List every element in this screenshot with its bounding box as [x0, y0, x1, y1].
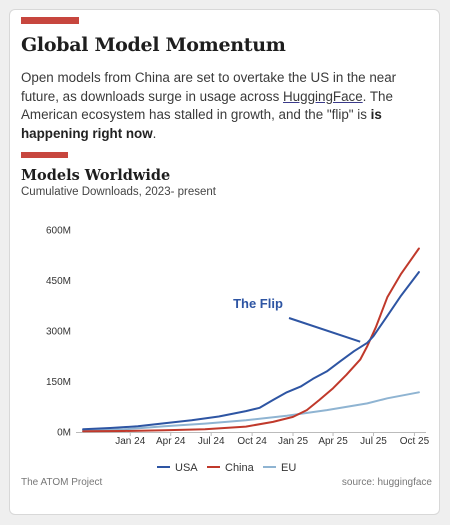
- y-tick-label: 150M: [46, 377, 71, 388]
- y-tick-label: 0M: [57, 428, 71, 439]
- x-tick-label: Oct 25: [400, 436, 430, 447]
- description-text-2: . The American ecosystem has stalled in …: [21, 88, 393, 123]
- x-tick-label: Oct 24: [237, 436, 267, 447]
- y-tick-label: 450M: [46, 276, 71, 287]
- annotation-label: The Flip: [233, 296, 283, 311]
- accent-bar-top: [21, 17, 79, 24]
- series-line-eu: [82, 391, 420, 432]
- description-bold: is happening right now: [21, 107, 382, 141]
- chart-card: [9, 9, 440, 515]
- page-title: Global Model Momentum: [21, 34, 286, 56]
- legend-label-china: China: [225, 462, 255, 474]
- x-tick-label: Jul 24: [198, 436, 225, 447]
- legend-label-eu: EU: [281, 462, 296, 474]
- x-tick-label: Apr 24: [156, 436, 186, 447]
- series-line-usa: [82, 271, 420, 431]
- annotation-arrow: [288, 317, 361, 343]
- x-tick-label: Jan 24: [115, 436, 145, 447]
- x-tick-label: Apr 25: [318, 436, 348, 447]
- y-tick-label: 600M: [46, 226, 71, 237]
- description-text-1: Open models from China are set to overta…: [21, 70, 397, 104]
- footer-project: The ATOM Project: [21, 477, 103, 488]
- accent-bar-mid: [21, 152, 68, 158]
- x-tick-label: Jan 25: [278, 436, 308, 447]
- huggingface-link[interactable]: HuggingFace: [283, 88, 363, 104]
- legend-label-usa: USA: [175, 462, 198, 474]
- chart-subtitle: Cumulative Downloads, 2023- present: [21, 186, 216, 198]
- series-line-china: [82, 247, 420, 433]
- x-tick-label: Jul 25: [360, 436, 387, 447]
- description-end: .: [152, 125, 157, 141]
- description: Open models from China are set to overta…: [21, 69, 413, 143]
- y-tick-label: 300M: [46, 327, 71, 338]
- footer-source: source: huggingface: [341, 477, 432, 488]
- chart-title: Models Worldwide: [21, 167, 171, 184]
